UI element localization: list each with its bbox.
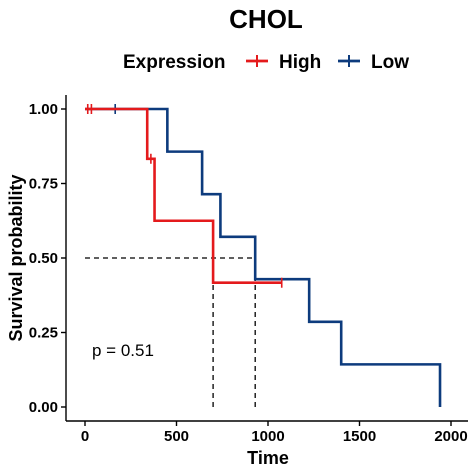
y-tick-label: 0.50 — [29, 250, 58, 267]
x-tick-label: 0 — [81, 428, 89, 445]
legend-title: Expression — [123, 52, 225, 73]
y-tick-label: 0.75 — [29, 176, 58, 193]
legend: Expression High Low — [123, 52, 409, 73]
x-axis-title: Time — [247, 448, 289, 468]
x-tick-label: 1500 — [343, 428, 376, 445]
legend-label-low: Low — [371, 52, 409, 73]
y-tick-label: 1.00 — [29, 101, 58, 118]
plot-area: 0.00 0.25 0.50 0.75 1.00 0 500 1000 1500 2000 — [29, 95, 468, 445]
legend-label-high: High — [279, 52, 321, 73]
y-tick-label: 0.25 — [29, 325, 58, 342]
survival-curve-high — [85, 107, 282, 285]
x-tick-label: 2000 — [434, 428, 467, 445]
x-tick-label: 500 — [164, 428, 189, 445]
y-axis-title: Survival probability — [6, 174, 26, 341]
y-tick-label: 0.00 — [29, 399, 58, 416]
survival-curve-low — [85, 107, 442, 407]
x-tick-label: 1000 — [251, 428, 284, 445]
chart-title: CHOL — [229, 4, 303, 34]
p-value-annotation: p = 0.51 — [92, 341, 154, 360]
